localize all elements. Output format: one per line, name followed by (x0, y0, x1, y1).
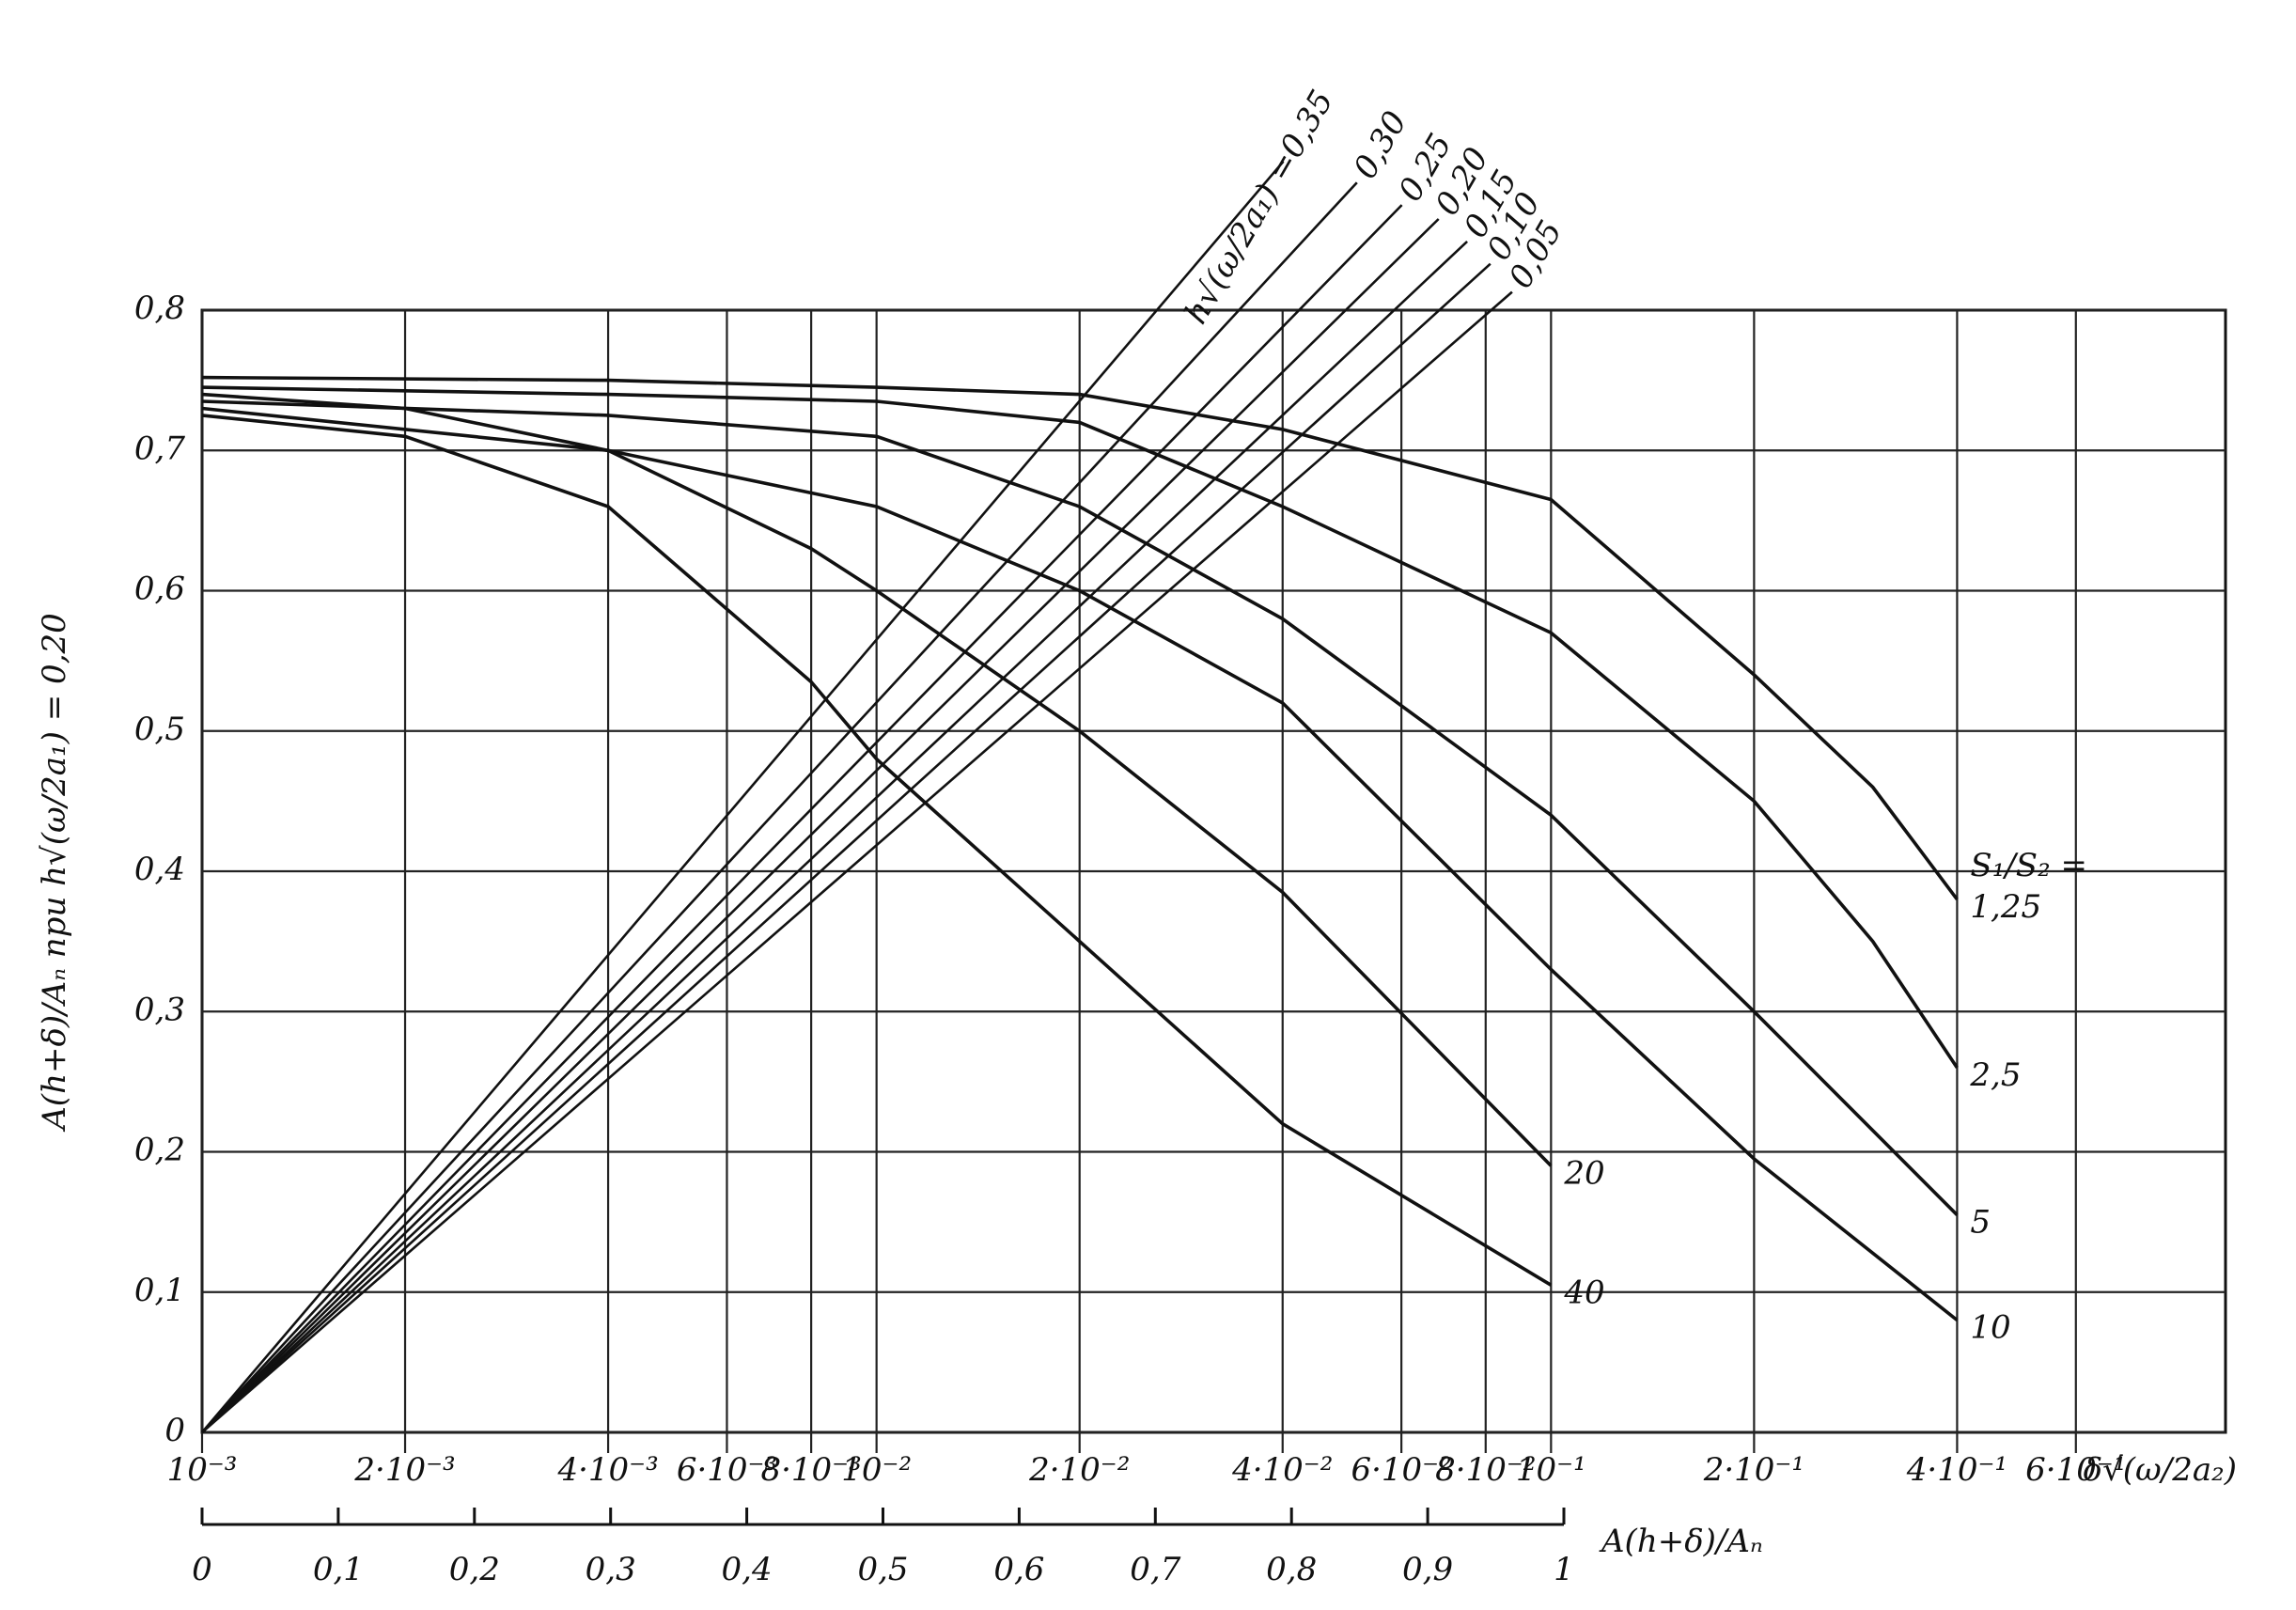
curve-label: 40 (1563, 1274, 1604, 1311)
y-tick-label: 0,4 (134, 851, 185, 888)
ray-line (201, 181, 1358, 1433)
series-annotation: S₁/S₂ = (1970, 847, 2087, 884)
ray-line (201, 262, 1492, 1433)
curve (201, 392, 1553, 1167)
curve-label: 5 (1970, 1204, 1991, 1242)
x-tick-label: 10⁻¹ (1516, 1451, 1586, 1489)
curve (201, 406, 1959, 1322)
y-tick-label: 0,5 (134, 711, 185, 748)
ray-line (201, 160, 1285, 1433)
x-axis-label: δ√(ω/2a₂) (2084, 1451, 2237, 1489)
y-tick-label: 0,6 (134, 571, 185, 608)
x-tick-label: 2·10⁻³ (353, 1451, 455, 1489)
curve-label: 20 (1563, 1154, 1604, 1192)
x2-tick-label: 0,7 (1130, 1551, 1180, 1588)
rays-annotation: h√(ω/2a₁) = (1177, 146, 1305, 331)
x-tick-label: 10⁻² (841, 1451, 912, 1489)
x2-tick-label: 0,8 (1266, 1551, 1317, 1588)
x2-tick-label: 0 (192, 1551, 212, 1588)
x-tick-label: 6·10⁻³ (677, 1451, 777, 1489)
x-tick-label: 2·10⁻¹ (1703, 1451, 1804, 1489)
x2-tick-label: 0,2 (449, 1551, 500, 1588)
y-tick-label: 0 (164, 1412, 185, 1449)
x2-tick-label: 0,6 (993, 1551, 1044, 1588)
ray-line (201, 290, 1513, 1433)
curve-label: 2,5 (1969, 1056, 2021, 1094)
y-tick-label: 0,8 (134, 289, 185, 327)
x-tick-label: 8·10⁻² (1435, 1451, 1536, 1489)
x-tick-label: 2·10⁻² (1028, 1451, 1130, 1489)
x-tick-label: 4·10⁻² (1231, 1451, 1333, 1489)
x-tick-label: 4·10⁻¹ (1906, 1451, 2007, 1489)
curve-label: 10 (1970, 1309, 2010, 1347)
y-axis-label: A(h+δ)/Aₙ при h√(ω/2a₁) = 0,20 (36, 613, 73, 1133)
x2-axis-label: A(h+δ)/Aₙ (1599, 1523, 1763, 1560)
x2-tick-label: 0,9 (1402, 1551, 1453, 1588)
curve (201, 399, 1959, 1216)
y-tick-label: 0,7 (134, 430, 185, 467)
y-tick-label: 0,1 (134, 1272, 185, 1309)
x2-tick-label: 0,3 (586, 1551, 636, 1588)
curve-label: 1,25 (1970, 888, 2041, 926)
curve (201, 414, 1553, 1287)
y-tick-label: 0,3 (134, 991, 185, 1028)
x-tick-label: 6·10⁻¹ (2025, 1451, 2126, 1489)
curve (201, 375, 1959, 900)
x-tick-label: 8·10⁻³ (760, 1451, 861, 1489)
curve (201, 385, 1959, 1069)
ray-line (201, 240, 1468, 1433)
x2-tick-label: 0,4 (722, 1551, 773, 1588)
x-tick-label: 10⁻³ (167, 1451, 238, 1489)
x2-tick-label: 1 (1554, 1551, 1574, 1588)
y-tick-label: 0,2 (134, 1132, 185, 1169)
x2-tick-label: 0,1 (313, 1551, 364, 1588)
x-tick-label: 6·10⁻² (1351, 1451, 1451, 1489)
ray-line (201, 218, 1440, 1433)
x2-tick-label: 0,5 (857, 1551, 908, 1588)
ray-line (201, 204, 1403, 1433)
x-tick-label: 4·10⁻³ (556, 1451, 658, 1489)
